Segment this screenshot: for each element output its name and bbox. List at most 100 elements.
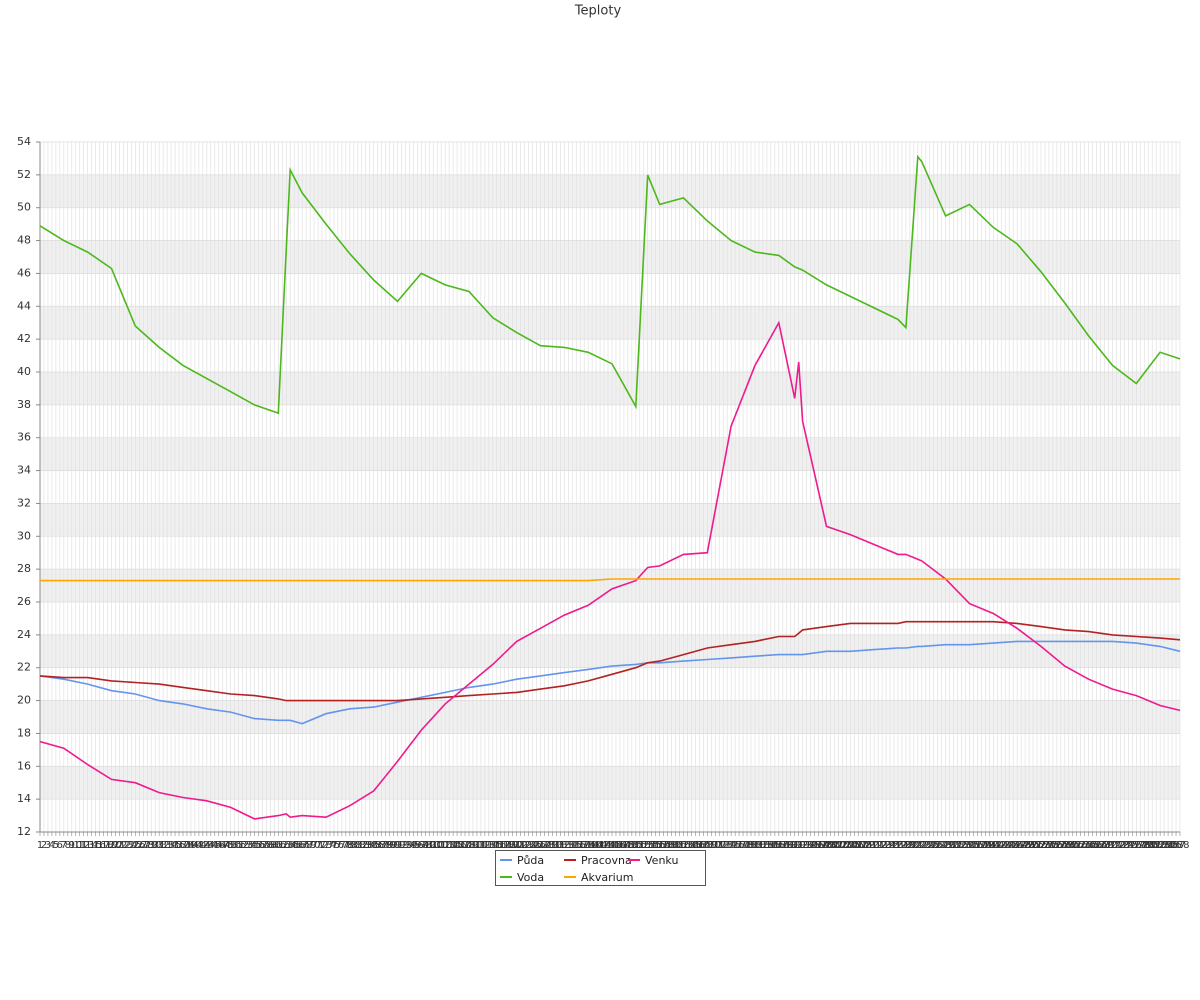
x-tick-label: 50	[228, 840, 241, 851]
x-tick-label: 173	[714, 840, 733, 851]
x-tick-label: 105	[444, 840, 463, 851]
x-tick-label: 107	[451, 840, 470, 851]
x-tick-label: 121	[507, 840, 526, 851]
grid-band	[40, 437, 1180, 471]
x-tick-label: 190	[781, 840, 800, 851]
x-tick-label: 106	[448, 840, 467, 851]
x-tick-label: 3	[45, 840, 51, 851]
x-tick-label: 22	[117, 840, 130, 851]
x-tick-label: 257	[1047, 840, 1066, 851]
x-tick-label: 261	[1063, 840, 1082, 851]
x-tick-label: 138	[575, 840, 594, 851]
x-tick-label: 232	[948, 840, 967, 851]
x-tick-label: 74	[324, 840, 337, 851]
y-tick-label: 42	[17, 332, 31, 345]
x-tick-label: 224	[916, 840, 935, 851]
x-tick-label: 288	[1170, 840, 1189, 851]
x-tick-label: 244	[996, 840, 1015, 851]
x-tick-label: 41	[193, 840, 206, 851]
x-tick-label: 199	[817, 840, 836, 851]
x-tick-label: 6	[57, 840, 63, 851]
x-tick-label: 131	[547, 840, 566, 851]
x-tick-label: 197	[809, 840, 828, 851]
x-tick-label: 31	[153, 840, 166, 851]
x-tick-label: 273	[1111, 840, 1130, 851]
x-tick-label: 103	[436, 840, 455, 851]
x-tick-label: 53	[240, 840, 253, 851]
x-tick-label: 57	[256, 840, 269, 851]
x-tick-label: 213	[873, 840, 892, 851]
x-tick-label: 92	[395, 840, 408, 851]
x-tick-label: 157	[650, 840, 669, 851]
x-tick-label: 25	[129, 840, 142, 851]
series-line	[39, 154, 1181, 415]
x-tick-label: 148	[614, 840, 633, 851]
x-tick-label: 8	[65, 840, 71, 851]
x-tick-label: 272	[1107, 840, 1126, 851]
x-tick-label: 281	[1143, 840, 1162, 851]
x-tick-label: 133	[555, 840, 574, 851]
x-tick-label: 282	[1147, 840, 1166, 851]
x-tick-label: 283	[1151, 840, 1170, 851]
x-tick-label: 48	[220, 840, 233, 851]
x-tick-label: 44	[204, 840, 217, 851]
x-tick-label: 201	[825, 840, 844, 851]
x-tick-label: 19	[105, 840, 118, 851]
x-tick-label: 32	[157, 840, 170, 851]
x-tick-label: 250	[1020, 840, 1039, 851]
x-tick-label: 256	[1043, 840, 1062, 851]
x-tick-label: 75	[328, 840, 341, 851]
x-tick-label: 210	[861, 840, 880, 851]
x-tick-label: 172	[710, 840, 729, 851]
y-tick-label: 50	[17, 201, 31, 214]
y-tick-label: 38	[17, 398, 31, 411]
y-tick-label: 52	[17, 168, 31, 181]
x-tick-label: 145	[602, 840, 621, 851]
x-tick-label: 182	[749, 840, 768, 851]
x-tick-label: 225	[920, 840, 939, 851]
x-tick-label: 2	[41, 840, 47, 851]
x-tick-label: 34	[165, 840, 178, 851]
x-tick-label: 84	[363, 840, 376, 851]
legend-swatch	[628, 859, 640, 861]
legend-swatch	[500, 859, 512, 861]
x-tick-label: 56	[252, 840, 265, 851]
x-tick-label: 151	[626, 840, 645, 851]
x-tick-label: 234	[956, 840, 975, 851]
grid-band	[40, 240, 1180, 274]
x-tick-label: 214	[877, 840, 896, 851]
x-tick-label: 95	[407, 840, 420, 851]
x-tick-label: 219	[896, 840, 915, 851]
x-tick-label: 40	[189, 840, 202, 851]
x-tick-label: 220	[900, 840, 919, 851]
x-tick-label: 125	[523, 840, 542, 851]
x-tick-label: 81	[351, 840, 364, 851]
x-tick-label: 10	[69, 840, 82, 851]
x-tick-label: 246	[1004, 840, 1023, 851]
x-tick-label: 143	[594, 840, 613, 851]
grid-band	[40, 569, 1180, 602]
x-tick-label: 203	[833, 840, 852, 851]
x-tick-label: 128	[535, 840, 554, 851]
x-tick-label: 139	[579, 840, 598, 851]
x-tick-label: 126	[527, 840, 546, 851]
x-tick-label: 275	[1119, 840, 1138, 851]
x-tick-label: 66	[292, 840, 305, 851]
x-tick-label: 46	[212, 840, 225, 851]
x-tick-label: 156	[646, 840, 665, 851]
x-tick-label: 241	[984, 840, 1003, 851]
x-tick-label: 247	[1008, 840, 1027, 851]
x-tick-label: 226	[924, 840, 943, 851]
x-tick-label: 164	[678, 840, 697, 851]
x-tick-label: 280	[1139, 840, 1158, 851]
x-tick-label: 42	[196, 840, 209, 851]
x-tick-label: 100	[424, 840, 443, 851]
x-tick-label: 69	[304, 840, 317, 851]
x-tick-label: 174	[718, 840, 737, 851]
x-tick-label: 181	[745, 840, 764, 851]
x-tick-label: 162	[670, 840, 689, 851]
x-tick-label: 55	[248, 840, 261, 851]
x-tick-label: 216	[884, 840, 903, 851]
x-tick-label: 159	[658, 840, 677, 851]
